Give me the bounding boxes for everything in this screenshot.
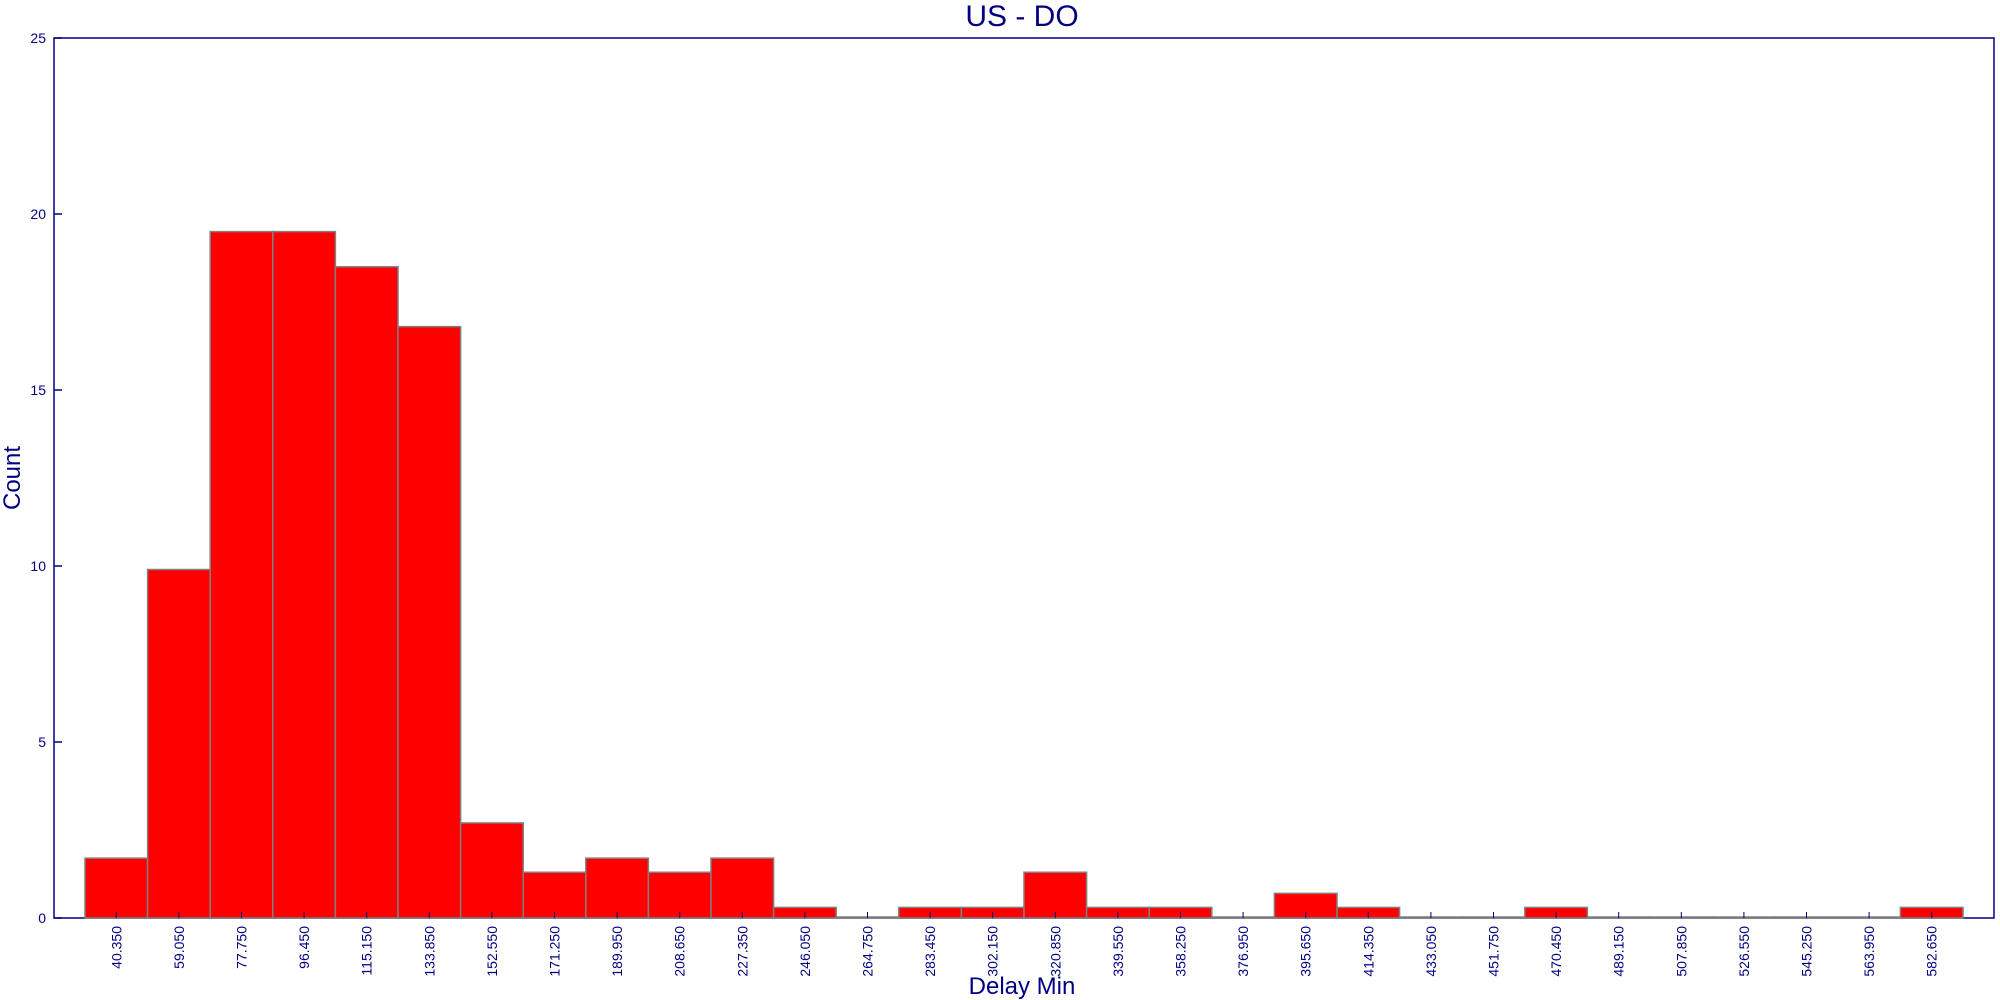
x-tick-label: 339.550	[1110, 926, 1126, 977]
histogram-bar	[1023, 871, 1088, 919]
x-tick-label: 246.050	[797, 926, 813, 977]
x-tick-label: 376.950	[1235, 926, 1251, 977]
y-axis-title: Count	[0, 446, 26, 510]
x-tick-label: 489.150	[1611, 926, 1627, 977]
x-tick-label: 96.450	[296, 926, 312, 969]
bars-group	[84, 230, 1964, 919]
x-tick-label: 433.050	[1423, 926, 1439, 977]
histogram-bar	[459, 822, 524, 919]
x-tick-label: 59.050	[171, 926, 187, 969]
x-tick-label: 414.350	[1360, 926, 1376, 977]
histogram-bar	[272, 230, 337, 919]
x-tick-label: 227.350	[734, 926, 750, 977]
histogram-bar	[522, 871, 587, 919]
x-tick-label: 582.650	[1924, 926, 1940, 977]
x-tick-label: 507.850	[1673, 926, 1689, 977]
x-tick-label: 77.750	[234, 926, 250, 969]
x-tick-label: 283.450	[922, 926, 938, 977]
chart-title: US - DO	[965, 0, 1078, 33]
histogram-bar	[647, 871, 712, 919]
y-tick-label: 15	[30, 382, 46, 398]
y-axis: 0 5 10 15 20 25	[30, 30, 62, 926]
x-tick-label: 133.850	[421, 926, 437, 977]
x-tick-label: 208.650	[672, 926, 688, 977]
x-axis: 40.350 59.050 77.750 96.450 115.150 133.850 15…	[108, 912, 1940, 977]
x-tick-label: 302.150	[985, 926, 1001, 977]
x-tick-label: 171.250	[547, 926, 563, 977]
histogram-bar	[146, 568, 211, 919]
x-axis-title: Delay Min	[969, 973, 1076, 1000]
histogram-bar	[84, 857, 149, 919]
x-tick-label: 320.850	[1047, 926, 1063, 977]
histogram-bar	[209, 230, 274, 919]
x-tick-label: 40.350	[108, 926, 124, 969]
x-tick-label: 115.150	[359, 926, 375, 976]
x-tick-label: 526.550	[1736, 926, 1752, 977]
y-tick-label: 25	[30, 30, 46, 46]
x-tick-label: 189.950	[609, 926, 625, 977]
histogram-bar	[585, 857, 650, 919]
histogram-bar	[710, 857, 775, 919]
histogram-bar	[334, 266, 399, 919]
y-tick-label: 0	[38, 910, 46, 926]
x-tick-label: 545.250	[1799, 926, 1815, 977]
x-tick-label: 395.650	[1298, 926, 1314, 977]
x-tick-label: 264.750	[860, 926, 876, 977]
x-tick-label: 152.550	[484, 926, 500, 977]
x-tick-label: 358.250	[1173, 926, 1189, 977]
x-tick-label: 563.950	[1861, 926, 1877, 977]
x-tick-label: 470.450	[1548, 926, 1564, 977]
y-tick-label: 20	[30, 206, 46, 222]
y-tick-label: 5	[38, 734, 46, 750]
x-tick-label: 451.750	[1486, 926, 1502, 977]
histogram-bar	[397, 325, 462, 919]
y-tick-label: 10	[30, 558, 46, 574]
